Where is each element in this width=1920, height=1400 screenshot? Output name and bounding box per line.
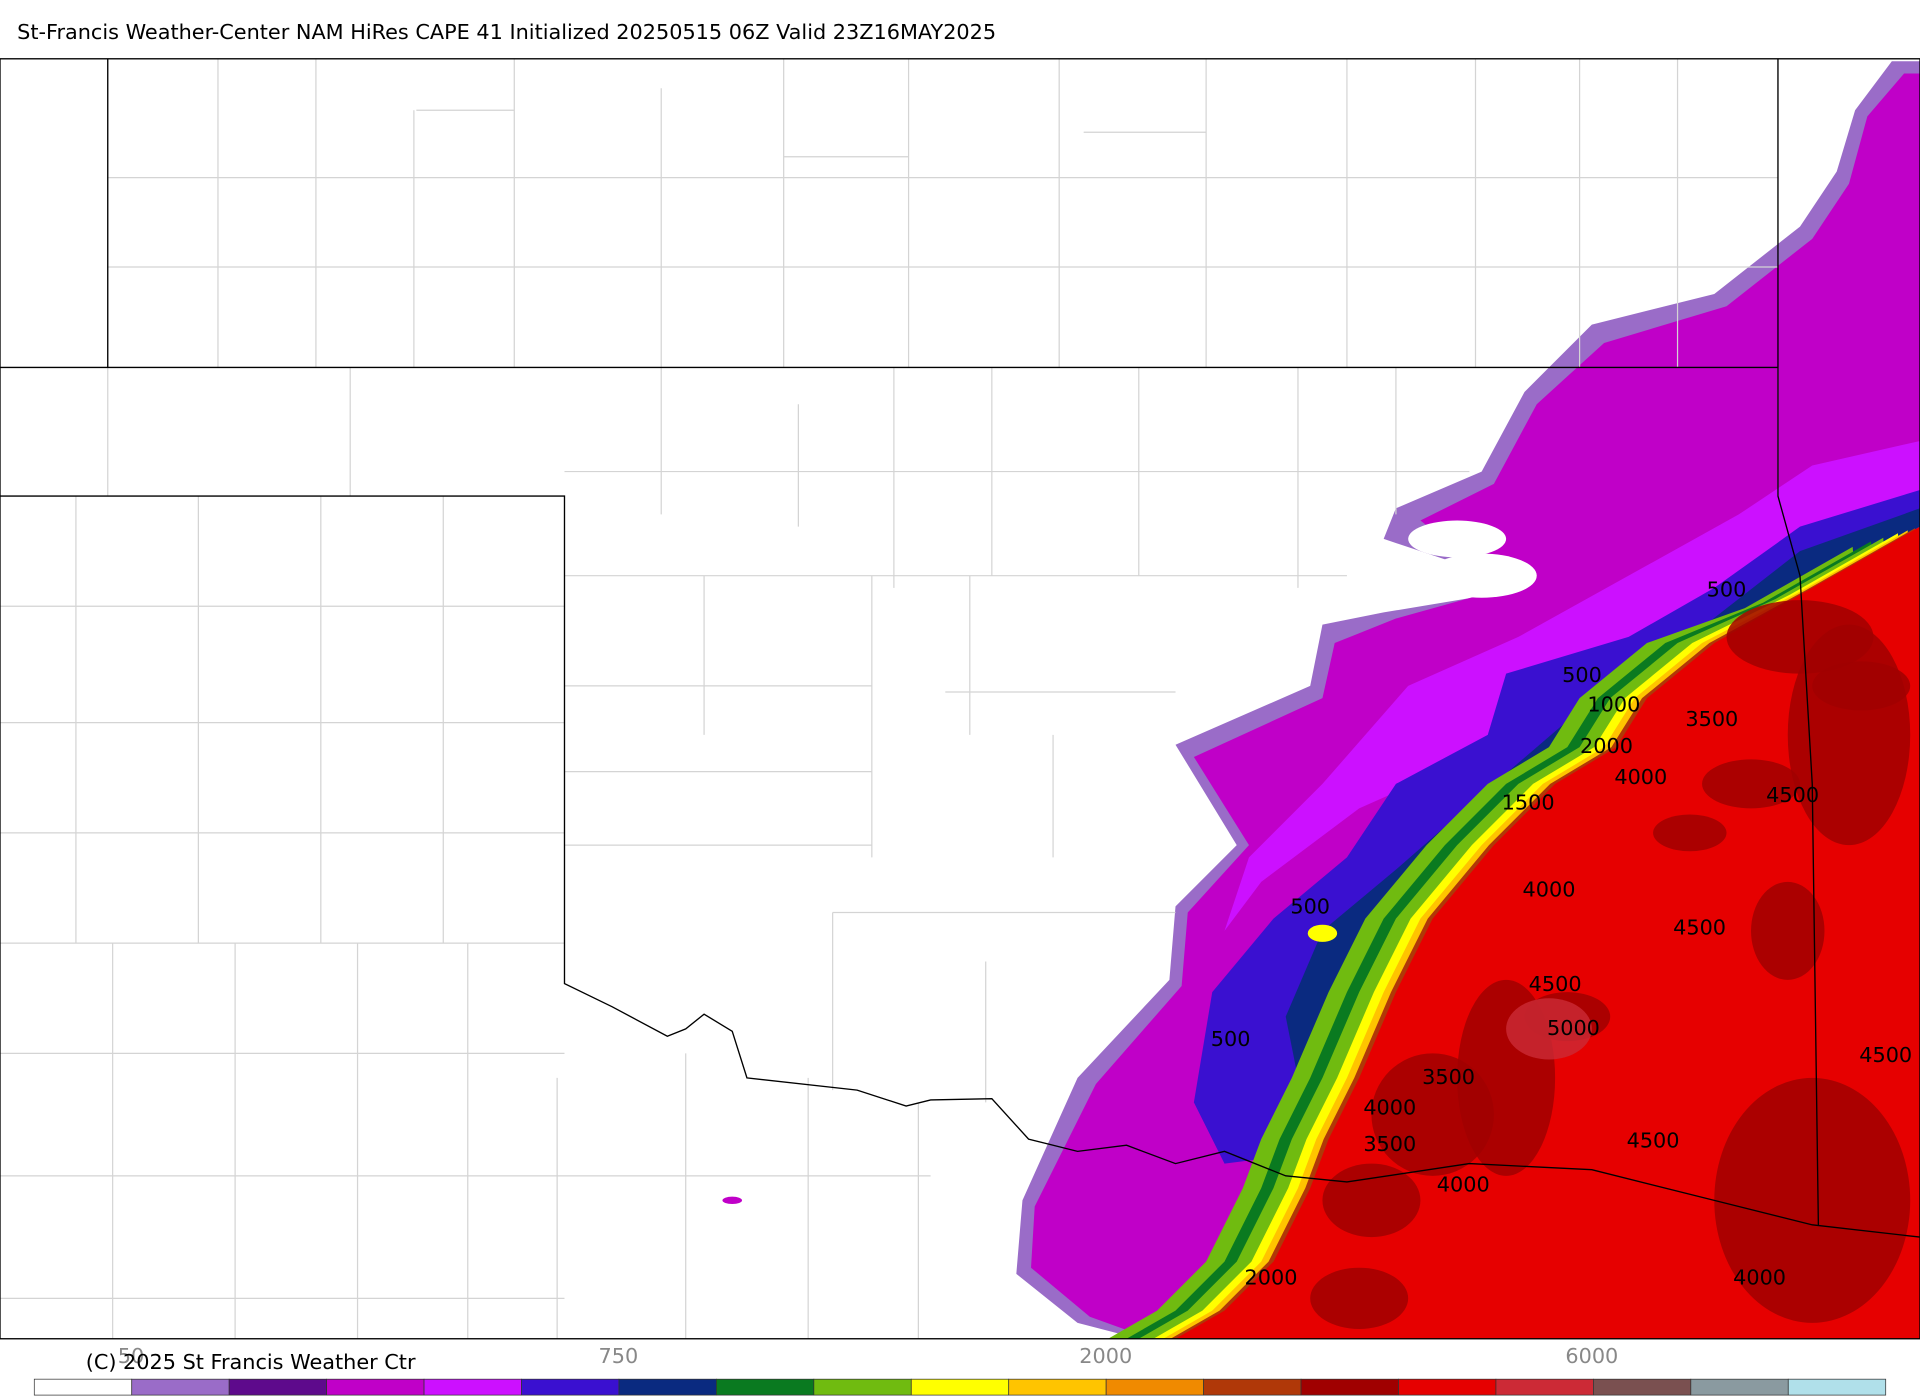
- cape-cell: [1812, 661, 1911, 711]
- contour-label: 4500: [1529, 972, 1582, 996]
- cape-cell: [1371, 1053, 1494, 1176]
- cape-cell: [722, 1196, 743, 1205]
- colorbar-swatch: [1008, 1378, 1107, 1396]
- colorbar-swatch: [1787, 1378, 1887, 1396]
- contour-label: 4000: [1363, 1095, 1416, 1119]
- contour-label: 500: [1211, 1027, 1251, 1051]
- contour-label: 3500: [1422, 1065, 1475, 1089]
- colorbar-swatch: [1105, 1378, 1204, 1396]
- contour-label: 3500: [1363, 1132, 1416, 1156]
- colorbar: 50 750 2000 6000: [33, 1344, 1887, 1396]
- colorbar-swatch: [1690, 1378, 1789, 1396]
- colorbar-label: 750: [599, 1344, 639, 1368]
- colorbar-swatch: [813, 1378, 912, 1396]
- contour-label: 4000: [1733, 1266, 1786, 1290]
- cape-cell: [1751, 881, 1825, 980]
- contour-label: 3500: [1685, 707, 1738, 731]
- cape-cell: [1307, 924, 1338, 942]
- contour-label: 5000: [1547, 1016, 1600, 1040]
- colorbar-swatch: [910, 1378, 1010, 1396]
- contour-label: 2000: [1245, 1266, 1298, 1290]
- colorbar-swatch: [618, 1378, 717, 1396]
- colorbar-swatch: [228, 1378, 327, 1396]
- contour-labels: 5005001000200035004000450015004000450050…: [1211, 577, 1912, 1289]
- county-lines: [0, 58, 1779, 1339]
- contour-label: 4000: [1614, 765, 1667, 789]
- cape-cell: [1787, 624, 1911, 846]
- state-borders: [0, 58, 1920, 1340]
- contour-label: 500: [1707, 577, 1747, 601]
- contour-label: 500: [1290, 895, 1330, 919]
- colorbar-swatch: [1300, 1378, 1399, 1396]
- contour-label: 4500: [1673, 915, 1726, 939]
- contour-label: 4000: [1437, 1173, 1490, 1197]
- colorbar-swatch: [716, 1378, 815, 1396]
- cape-cell: [1702, 759, 1800, 809]
- colorbar-swatch: [326, 1378, 425, 1396]
- contour-label: 1500: [1502, 790, 1555, 814]
- copyright: (C) 2025 St Francis Weather Ctr: [86, 1350, 416, 1374]
- colorbar-swatch: [1398, 1378, 1497, 1396]
- colorbar-swatch: [1203, 1378, 1302, 1396]
- cape-cell: [1408, 520, 1507, 558]
- cape-field: [722, 61, 1920, 1339]
- contour-label: 4500: [1766, 783, 1819, 807]
- cape-cell: [1322, 1163, 1421, 1238]
- contour-label: 1000: [1587, 693, 1640, 717]
- cape-cell: [1714, 1077, 1911, 1323]
- colorbar-swatch: [1495, 1378, 1594, 1396]
- cape-cell: [1506, 998, 1592, 1060]
- colorbar-swatch: [1593, 1378, 1692, 1396]
- colorbar-label: 2000: [1079, 1344, 1132, 1368]
- colorbar-swatch: [131, 1378, 230, 1396]
- title: St-Francis Weather-Center NAM HiRes CAPE…: [17, 20, 996, 44]
- cape-cell: [1310, 1267, 1409, 1329]
- contour-label: 4000: [1523, 877, 1576, 901]
- contour-label: 500: [1562, 663, 1602, 687]
- cape-cell: [1426, 553, 1537, 598]
- colorbar-swatch: [423, 1378, 522, 1396]
- cape-cell: [1653, 814, 1727, 852]
- contour-label: 2000: [1580, 734, 1633, 758]
- contour-label: 4500: [1859, 1043, 1912, 1067]
- colorbar-swatch: [521, 1378, 620, 1396]
- contour-label: 4500: [1627, 1129, 1680, 1153]
- colorbar-swatch: [33, 1378, 133, 1396]
- colorbar-label: 50: [118, 1344, 144, 1368]
- colorbar-label: 6000: [1565, 1344, 1618, 1368]
